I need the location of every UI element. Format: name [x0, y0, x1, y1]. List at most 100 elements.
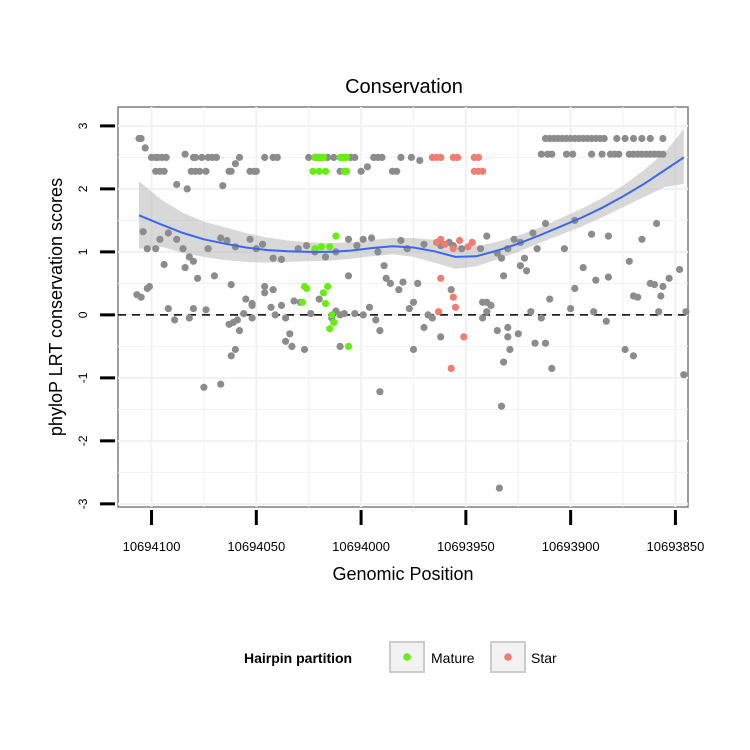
data-point-other — [629, 134, 638, 143]
data-point-mature — [319, 289, 327, 297]
data-point-other — [156, 235, 164, 243]
data-point-other — [483, 308, 491, 316]
data-point-other — [227, 281, 235, 289]
data-point-other — [217, 380, 225, 388]
data-point-other — [173, 235, 181, 243]
data-point-other — [374, 248, 382, 256]
data-point-other — [399, 278, 407, 286]
data-point-other — [613, 134, 621, 143]
data-point-other — [200, 383, 208, 391]
data-point-mature — [319, 153, 327, 161]
data-point-other — [303, 242, 311, 250]
x-tick-label: 10694050 — [227, 539, 285, 554]
data-point-other — [604, 273, 613, 281]
data-point-other — [537, 314, 545, 322]
data-point-other — [487, 301, 495, 309]
data-point-other — [437, 333, 445, 341]
data-point-other — [621, 345, 629, 354]
data-point-other — [378, 153, 386, 161]
data-point-other — [164, 305, 172, 313]
data-point-other — [307, 310, 315, 318]
data-point-star — [449, 245, 457, 253]
data-point-other — [363, 163, 371, 171]
data-point-other — [447, 286, 455, 294]
data-point-mature — [303, 284, 311, 292]
data-point-other — [227, 167, 235, 175]
data-point-other — [600, 134, 608, 143]
data-point-other — [625, 257, 633, 265]
data-point-other — [414, 279, 422, 287]
data-point-other — [516, 262, 525, 270]
data-point-other — [248, 314, 256, 322]
data-point-other — [261, 153, 269, 161]
data-point-other — [194, 274, 202, 282]
data-point-other — [504, 333, 512, 341]
data-point-mature — [326, 243, 334, 251]
data-point-other — [541, 339, 550, 347]
confidence-ribbon-layer — [139, 129, 684, 269]
x-tick-label: 10693900 — [542, 539, 600, 554]
data-point-other — [259, 240, 267, 248]
data-point-other — [590, 308, 598, 316]
data-point-other — [382, 274, 390, 282]
y-tick-label: 1 — [76, 248, 90, 255]
data-point-other — [500, 272, 508, 280]
data-point-other — [321, 253, 330, 261]
data-point-other — [271, 311, 279, 319]
smooth-line — [138, 156, 685, 258]
data-point-other — [160, 260, 168, 269]
data-point-other — [252, 167, 260, 175]
data-point-other — [152, 245, 160, 253]
data-point-other — [531, 339, 539, 347]
data-point-other — [657, 292, 665, 300]
data-point-other — [143, 245, 151, 253]
data-point-other — [588, 150, 596, 158]
data-point-mature — [321, 299, 330, 308]
data-point-other — [351, 310, 359, 318]
data-point-other — [162, 153, 170, 161]
data-point-mature — [324, 282, 332, 291]
legend-title: Hairpin partition — [244, 650, 352, 666]
data-point-other — [571, 284, 579, 292]
data-point-other — [506, 345, 514, 354]
data-point-mature — [342, 167, 350, 175]
x-tick-label: 10694100 — [123, 539, 181, 554]
x-tick-label: 10694000 — [332, 539, 390, 554]
data-point-other — [267, 303, 275, 311]
y-tick-label: 3 — [76, 122, 90, 129]
data-point-other — [365, 303, 374, 311]
data-point-other — [479, 314, 487, 322]
data-point-other — [357, 167, 365, 175]
data-point-other — [380, 262, 388, 270]
data-point-other — [139, 228, 147, 236]
y-tick-label: -3 — [76, 498, 90, 509]
y-tick-label: -1 — [76, 372, 90, 383]
y-tick-label: 0 — [76, 311, 90, 318]
data-point-other — [235, 327, 244, 335]
data-point-other — [458, 245, 466, 253]
data-point-other — [277, 255, 286, 263]
data-point-other — [665, 274, 673, 282]
data-point-star — [456, 236, 464, 245]
data-point-other — [191, 153, 200, 161]
data-point-other — [520, 254, 529, 262]
data-point-other — [579, 264, 587, 272]
data-point-other — [634, 293, 642, 301]
data-point-other — [210, 272, 218, 280]
legend-label-mature: Mature — [431, 650, 475, 666]
data-point-other — [340, 310, 348, 318]
data-point-mature — [298, 298, 306, 306]
data-point-other — [227, 352, 235, 360]
data-point-star — [453, 153, 462, 161]
data-point-mature — [326, 325, 334, 333]
data-point-other — [248, 299, 256, 308]
data-point-other — [621, 134, 629, 143]
data-point-other — [300, 345, 309, 354]
data-point-star — [460, 333, 468, 341]
data-point-other — [500, 358, 508, 366]
data-point-mature — [328, 311, 336, 319]
data-point-other — [282, 314, 290, 322]
x-tick-label: 10693950 — [437, 539, 495, 554]
data-point-other — [376, 327, 384, 335]
